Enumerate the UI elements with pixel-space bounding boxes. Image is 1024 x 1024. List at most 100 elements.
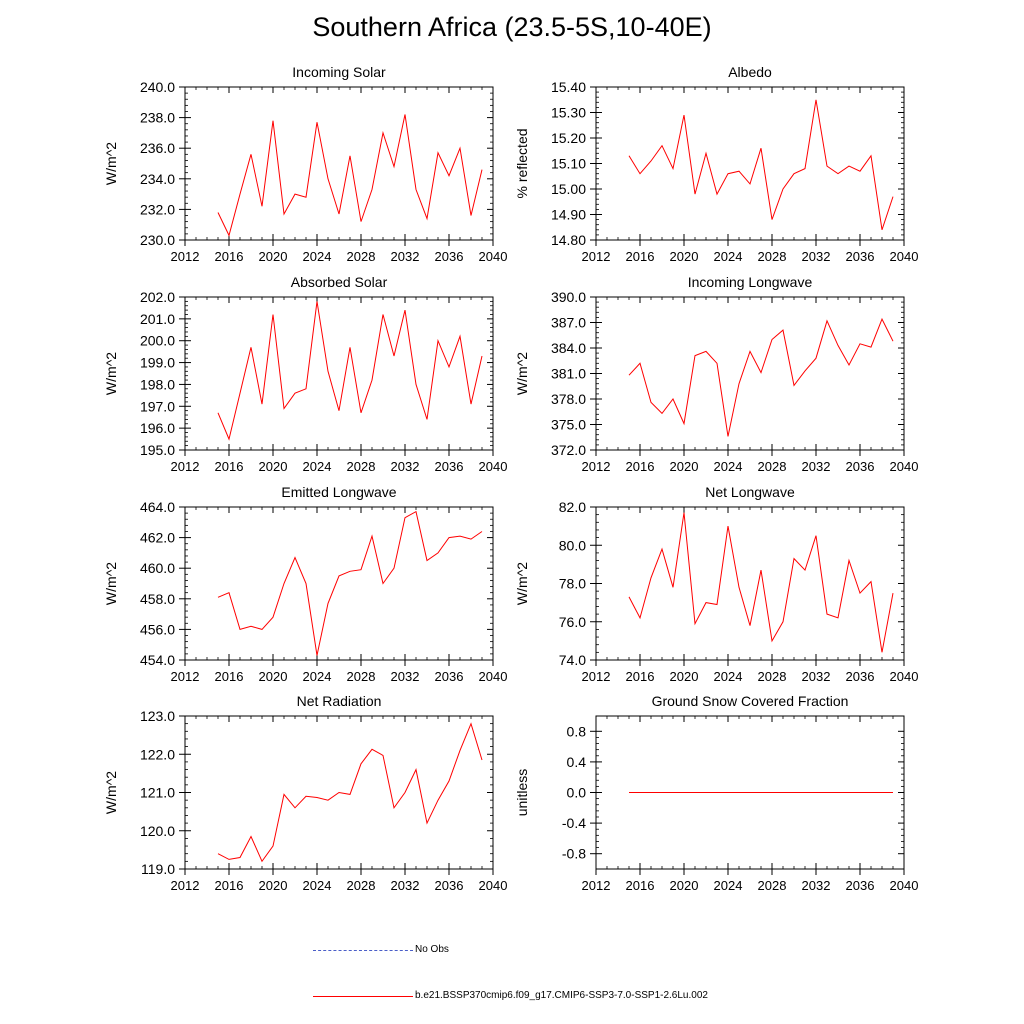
y-tick-label: 456.0 [140, 621, 175, 637]
y-tick-label: 240.0 [140, 79, 175, 95]
figure-title: Southern Africa (23.5-5S,10-40E) [312, 12, 712, 42]
x-tick-label: 2032 [391, 669, 420, 684]
x-tick-label: 2020 [259, 878, 288, 893]
y-tick-label: 82.0 [559, 499, 586, 515]
x-tick-label: 2028 [758, 249, 787, 264]
y-tick-label: 232.0 [140, 201, 175, 217]
chart-panel-6: Net Longwave W/m^2 2012 2016 2020 2024 2028 203… [514, 484, 918, 684]
y-tick-label: 230.0 [140, 232, 175, 248]
y-axis-label: unitless [514, 769, 530, 816]
x-tick-label: 2024 [714, 878, 743, 893]
series-line [628, 512, 894, 653]
y-tick-label: 195.0 [140, 442, 175, 458]
plot-frame [184, 506, 494, 661]
x-tick-label: 2032 [802, 459, 831, 474]
y-tick-label: 202.0 [140, 289, 175, 305]
plot-frame [184, 296, 494, 451]
x-tick-label: 2024 [714, 459, 743, 474]
panel-title: Net Longwave [705, 484, 795, 500]
chart-panel-5: Emitted Longwave W/m^2 2012 2016 2020 2024 202… [103, 484, 507, 684]
x-tick-label: 2012 [171, 878, 200, 893]
x-tick-label: 2012 [582, 249, 611, 264]
x-tick-label: 2032 [802, 249, 831, 264]
y-tick-label: 78.0 [559, 576, 586, 592]
x-tick-label: 2036 [435, 249, 464, 264]
x-tick-label: 2016 [626, 669, 655, 684]
x-tick-label: 2028 [347, 249, 376, 264]
x-tick-label: 2036 [435, 669, 464, 684]
y-tick-label: 464.0 [140, 499, 175, 515]
x-tick-label: 2016 [626, 878, 655, 893]
y-tick-label: -0.4 [562, 815, 586, 831]
x-tick-label: 2012 [171, 249, 200, 264]
y-tick-label: 462.0 [140, 530, 175, 546]
x-tick-label: 2028 [347, 669, 376, 684]
x-tick-label: 2040 [479, 459, 508, 474]
x-tick-label: 2020 [259, 249, 288, 264]
y-tick-label: -0.8 [562, 846, 586, 862]
x-tick-label: 2040 [479, 878, 508, 893]
y-tick-label: 199.0 [140, 355, 175, 371]
x-tick-label: 2024 [714, 669, 743, 684]
x-tick-label: 2012 [582, 669, 611, 684]
x-tick-label: 2036 [435, 878, 464, 893]
x-tick-label: 2028 [347, 878, 376, 893]
x-tick-label: 2024 [303, 459, 332, 474]
x-tick-label: 2036 [435, 459, 464, 474]
legend-model-label: b.e21.BSSP370cmip6.f09_g17.CMIP6-SSP3-7.… [415, 990, 708, 1001]
y-tick-label: 14.90 [551, 207, 586, 223]
x-tick-label: 2012 [171, 669, 200, 684]
y-tick-label: 15.30 [551, 105, 586, 121]
x-tick-label: 2024 [303, 249, 332, 264]
x-tick-label: 2036 [846, 669, 875, 684]
x-tick-label: 2020 [259, 669, 288, 684]
y-tick-label: 119.0 [141, 861, 175, 877]
chart-panel-4: Incoming Longwave W/m^2 2012 2016 2020 2024 20… [514, 274, 918, 474]
y-tick-label: 375.0 [551, 417, 586, 433]
series-line [628, 317, 894, 437]
x-tick-label: 2036 [846, 878, 875, 893]
y-tick-label: 0.4 [567, 754, 587, 770]
y-tick-label: 381.0 [551, 366, 586, 382]
legend-model-line [313, 996, 413, 997]
y-axis-label: W/m^2 [103, 562, 119, 605]
y-tick-label: 0.0 [567, 785, 587, 801]
panel-title: Incoming Longwave [688, 274, 813, 290]
y-tick-label: 458.0 [140, 591, 175, 607]
legend-obs-label: No Obs [415, 944, 449, 955]
x-tick-label: 2040 [479, 249, 508, 264]
x-tick-label: 2016 [215, 459, 244, 474]
x-tick-label: 2032 [391, 459, 420, 474]
plot-frame [595, 86, 905, 241]
y-tick-label: 14.80 [551, 232, 586, 248]
x-tick-label: 2024 [303, 669, 332, 684]
x-tick-label: 2032 [802, 669, 831, 684]
y-tick-label: 122.0 [140, 746, 175, 762]
y-tick-label: 200.0 [140, 333, 175, 349]
y-tick-label: 74.0 [559, 652, 586, 668]
y-tick-label: 201.0 [140, 311, 175, 327]
y-tick-label: 372.0 [551, 442, 586, 458]
x-tick-label: 2032 [391, 249, 420, 264]
y-tick-label: 76.0 [559, 614, 586, 630]
plot-frame [595, 506, 905, 661]
x-tick-label: 2016 [215, 878, 244, 893]
chart-panel-7: Net Radiation W/m^2 2012 2016 2020 2024 2028 20… [103, 693, 507, 893]
y-tick-label: 80.0 [559, 537, 586, 553]
chart-panel-2: Albedo % reflected 2012 2016 2020 2024 2028 203… [514, 64, 918, 264]
x-tick-label: 2020 [670, 878, 699, 893]
y-tick-label: 460.0 [140, 560, 175, 576]
y-axis-label: W/m^2 [514, 562, 530, 605]
series-line [628, 99, 894, 230]
y-tick-label: 15.10 [551, 156, 586, 172]
legend-obs-line [313, 950, 413, 951]
x-tick-label: 2036 [846, 249, 875, 264]
x-tick-label: 2040 [890, 249, 919, 264]
series-line [217, 722, 483, 863]
x-tick-label: 2020 [670, 669, 699, 684]
y-axis-label: W/m^2 [103, 771, 119, 814]
x-tick-label: 2016 [215, 249, 244, 264]
panel-title: Emitted Longwave [281, 484, 396, 500]
y-tick-label: 236.0 [140, 140, 175, 156]
y-tick-label: 384.0 [551, 340, 586, 356]
